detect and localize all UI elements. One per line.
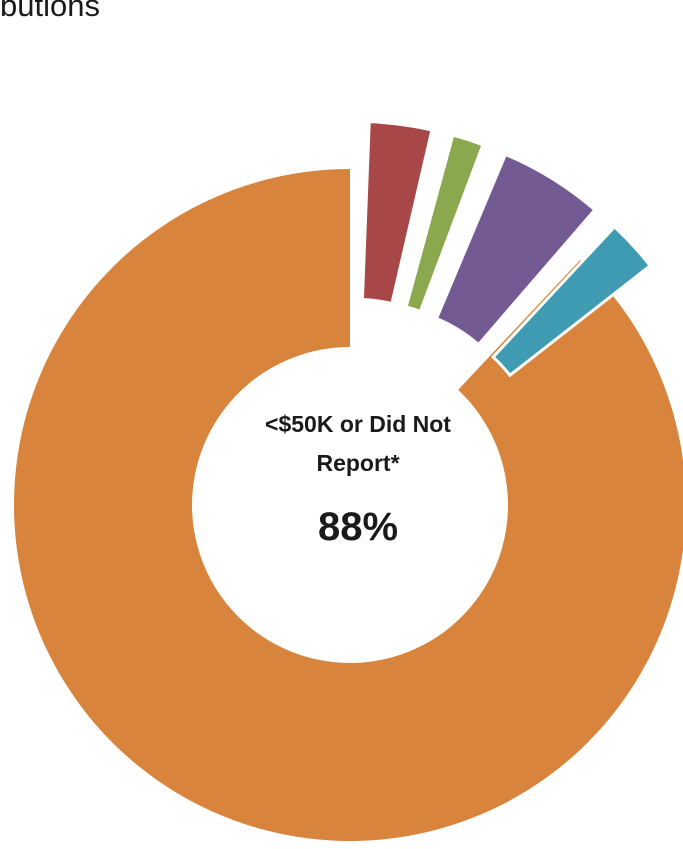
center-label-value: 88% [317,505,399,549]
slice-4 [491,224,653,378]
slice-1 [360,120,434,306]
slice-2 [404,133,485,314]
center-label: <$50K or Did Not Report* 88% [258,405,458,550]
chart-title: butions [0,0,100,23]
center-label-text: <$50K or Did Not Report* [265,411,451,476]
slice-3 [434,152,597,347]
